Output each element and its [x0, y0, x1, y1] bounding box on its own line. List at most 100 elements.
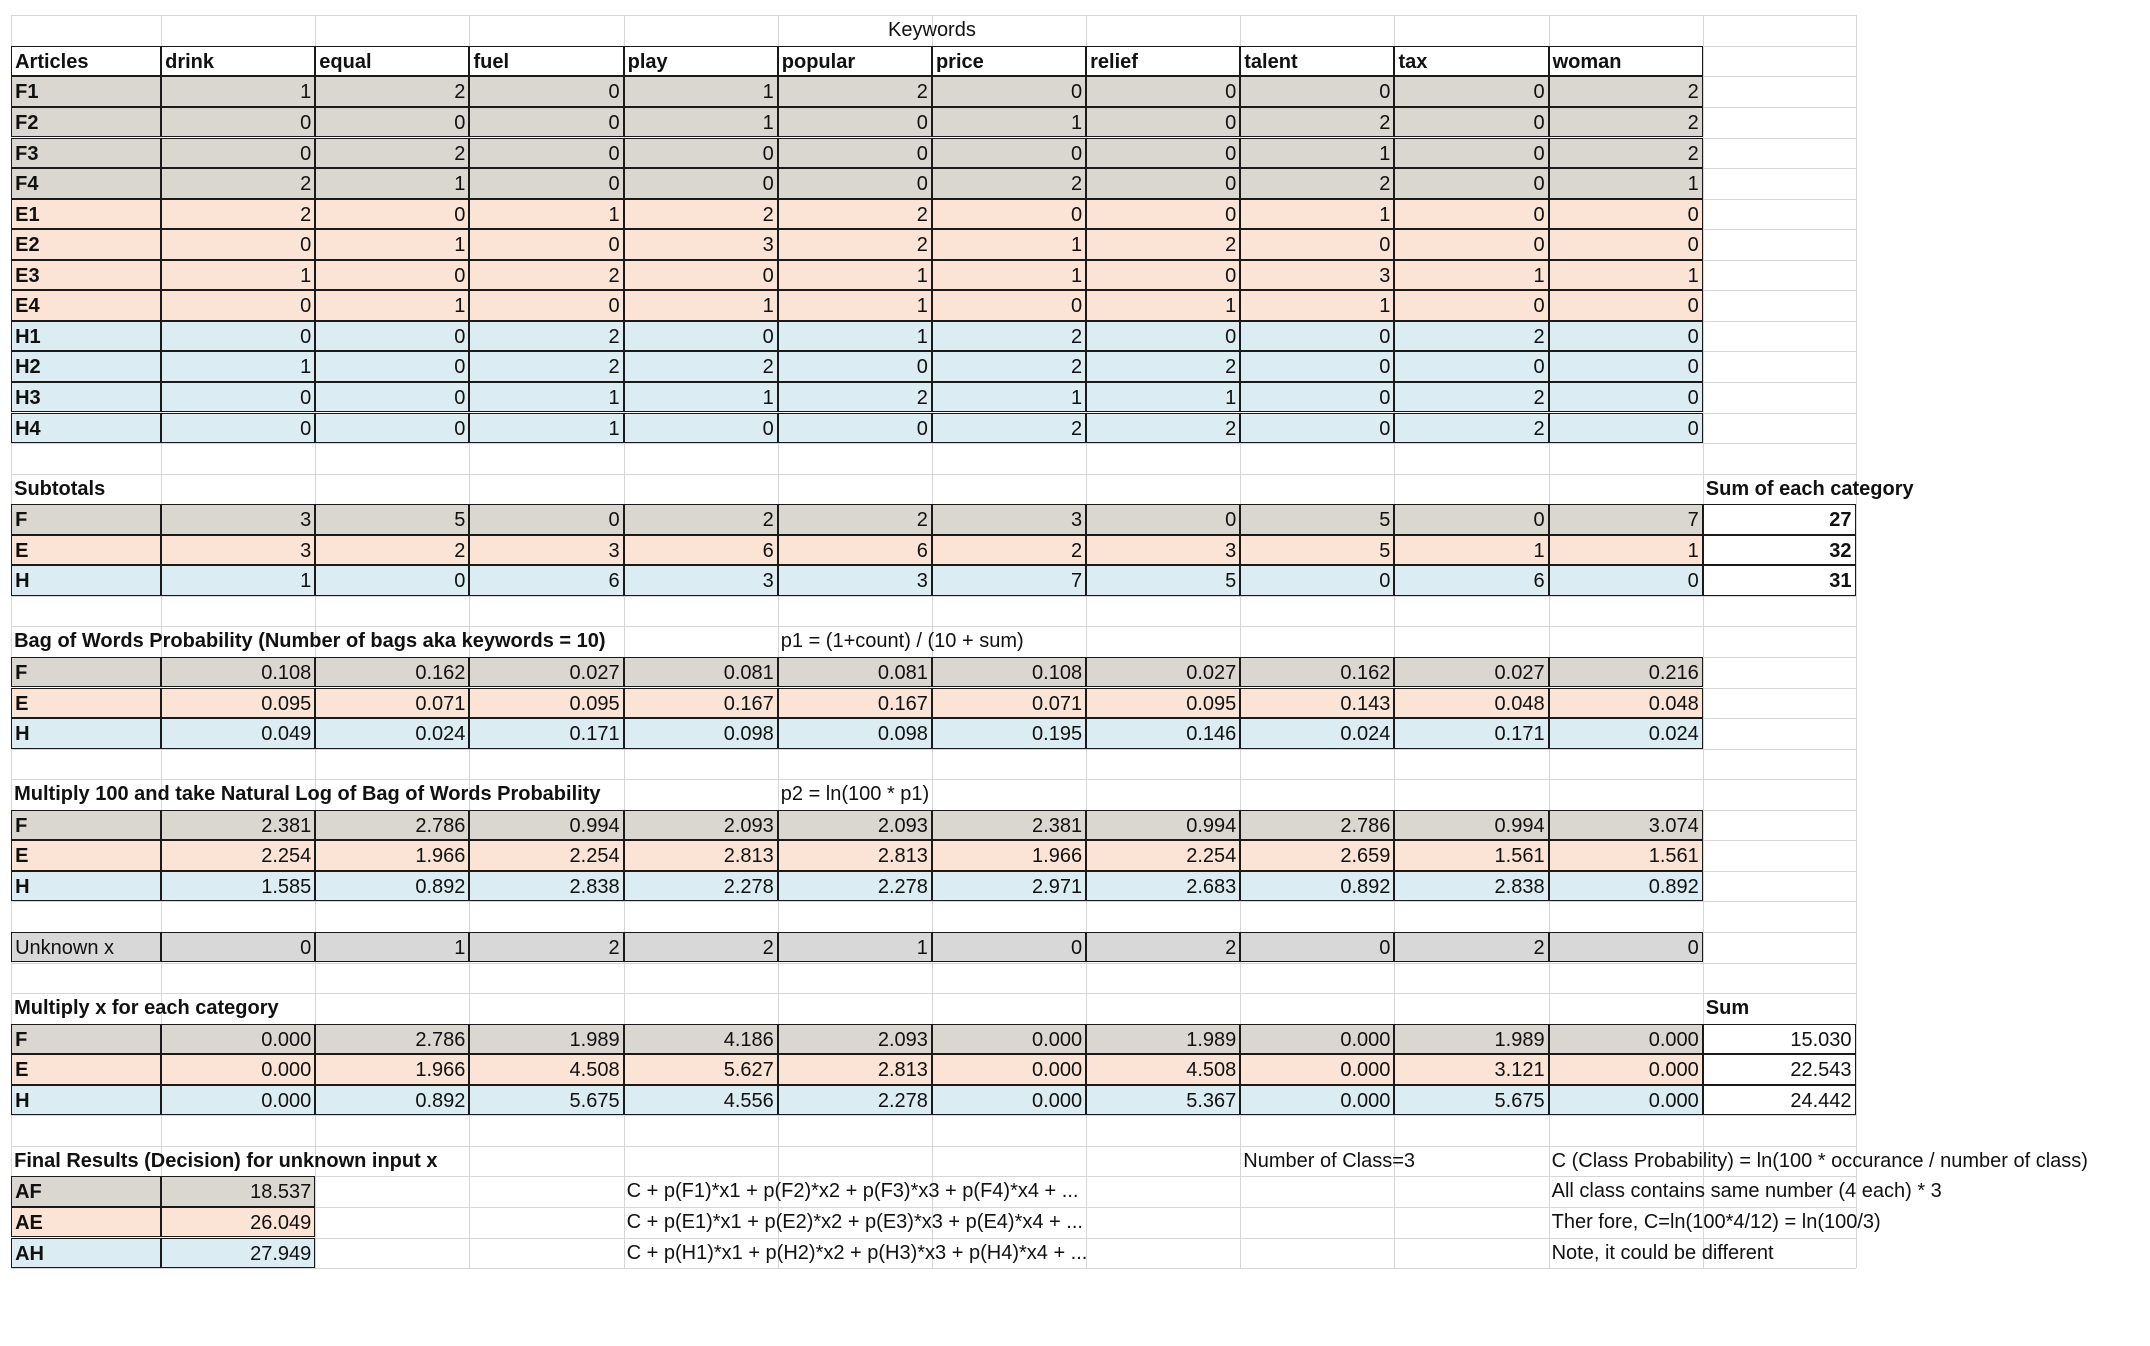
mult-F-price[interactable]: 0.000 [931, 1023, 1087, 1055]
article-H4-relief[interactable]: 2 [1086, 412, 1241, 444]
article-F3-popular[interactable]: 0 [777, 137, 932, 169]
article-E4-popular[interactable]: 1 [777, 290, 932, 321]
mult-E-relief[interactable]: 4.508 [1086, 1054, 1241, 1085]
article-E1-tax[interactable]: 0 [1394, 198, 1549, 230]
subtotal-E-equal[interactable]: 2 [315, 534, 470, 566]
bow-F-drink[interactable]: 0.108 [161, 656, 316, 688]
bow-F-equal[interactable]: 0.162 [315, 656, 470, 688]
article-H1-woman[interactable]: 0 [1548, 320, 1703, 352]
unknown-x-label[interactable]: Unknown x [11, 931, 162, 963]
ln-F-talent[interactable]: 2.786 [1240, 809, 1395, 841]
article-E1-woman[interactable]: 0 [1548, 198, 1703, 230]
article-H3-woman[interactable]: 0 [1548, 381, 1703, 413]
article-F3-price[interactable]: 0 [931, 137, 1087, 169]
keyword-header-equal[interactable]: equal [315, 45, 470, 77]
unknown-x-relief[interactable]: 2 [1086, 931, 1241, 963]
ln-E-price[interactable]: 1.966 [931, 840, 1087, 871]
article-E1-drink[interactable]: 2 [161, 198, 316, 230]
article-H4-equal[interactable]: 0 [315, 412, 470, 444]
bow-formula[interactable]: p1 = (1+count) / (10 + sum) [780, 630, 1024, 653]
subtotal-label-E[interactable]: E [11, 534, 162, 566]
article-H2-relief[interactable]: 2 [1086, 351, 1241, 382]
ln-H-price[interactable]: 2.971 [931, 870, 1087, 902]
article-E2-relief[interactable]: 2 [1086, 229, 1241, 260]
subtotal-E-price[interactable]: 2 [931, 534, 1087, 566]
bow-E-talent[interactable]: 0.143 [1240, 687, 1395, 719]
article-E2-play[interactable]: 3 [623, 229, 778, 260]
article-label-F2[interactable]: F2 [11, 106, 162, 138]
article-F2-drink[interactable]: 0 [161, 106, 316, 138]
mult-H-drink[interactable]: 0.000 [161, 1084, 316, 1116]
article-E1-price[interactable]: 0 [931, 198, 1087, 230]
article-H2-popular[interactable]: 0 [777, 351, 932, 382]
subtotal-E-tax[interactable]: 1 [1394, 534, 1549, 566]
bow-E-woman[interactable]: 0.048 [1548, 687, 1703, 719]
bow-label-H[interactable]: H [11, 718, 162, 749]
mult-H-talent[interactable]: 0.000 [1240, 1084, 1395, 1116]
bow-H-talent[interactable]: 0.024 [1240, 718, 1395, 749]
article-E2-popular[interactable]: 2 [777, 229, 932, 260]
ln-F-drink[interactable]: 2.381 [161, 809, 316, 841]
article-E1-fuel[interactable]: 1 [469, 198, 624, 230]
mult-sum-label[interactable]: Sum [1705, 997, 1750, 1020]
article-E3-talent[interactable]: 3 [1240, 259, 1395, 291]
mult-label-H[interactable]: H [11, 1084, 162, 1116]
article-F4-drink[interactable]: 2 [161, 168, 316, 199]
article-H2-talent[interactable]: 0 [1240, 351, 1395, 382]
articles-header[interactable]: Articles [11, 45, 162, 77]
ln-E-relief[interactable]: 2.254 [1086, 840, 1241, 871]
article-label-E1[interactable]: E1 [11, 198, 162, 230]
subtotal-F-play[interactable]: 2 [623, 504, 778, 535]
subtotal-H-equal[interactable]: 0 [315, 565, 470, 596]
ln-F-woman[interactable]: 3.074 [1548, 809, 1703, 841]
unknown-x-woman[interactable]: 0 [1548, 931, 1703, 963]
bow-E-equal[interactable]: 0.071 [315, 687, 470, 719]
bow-F-popular[interactable]: 0.081 [777, 656, 932, 688]
article-label-E3[interactable]: E3 [11, 259, 162, 291]
bow-F-relief[interactable]: 0.027 [1086, 656, 1241, 688]
bow-E-price[interactable]: 0.071 [931, 687, 1087, 719]
article-label-H4[interactable]: H4 [11, 412, 162, 444]
subtotal-H-drink[interactable]: 1 [161, 565, 316, 596]
ln-H-equal[interactable]: 0.892 [315, 870, 470, 902]
ln-E-fuel[interactable]: 2.254 [469, 840, 624, 871]
subtotal-F-tax[interactable]: 0 [1394, 504, 1549, 535]
bow-F-price[interactable]: 0.108 [931, 656, 1087, 688]
article-F1-price[interactable]: 0 [931, 76, 1087, 107]
subtotal-label-F[interactable]: F [11, 504, 162, 535]
unknown-x-play[interactable]: 2 [623, 931, 778, 963]
subtotal-E-talent[interactable]: 5 [1240, 534, 1395, 566]
mult-F-woman[interactable]: 0.000 [1548, 1023, 1703, 1055]
bow-E-fuel[interactable]: 0.095 [469, 687, 624, 719]
article-H3-tax[interactable]: 2 [1394, 381, 1549, 413]
mult-sum-F[interactable]: 15.030 [1702, 1023, 1856, 1055]
article-H3-relief[interactable]: 1 [1086, 381, 1241, 413]
article-H3-drink[interactable]: 0 [161, 381, 316, 413]
article-E1-equal[interactable]: 0 [315, 198, 470, 230]
mult-F-popular[interactable]: 2.093 [777, 1023, 932, 1055]
bow-H-woman[interactable]: 0.024 [1548, 718, 1703, 749]
bow-label-F[interactable]: F [11, 656, 162, 688]
bow-F-play[interactable]: 0.081 [623, 656, 778, 688]
mult-F-equal[interactable]: 2.786 [315, 1023, 470, 1055]
ln-E-woman[interactable]: 1.561 [1548, 840, 1703, 871]
mult-H-play[interactable]: 4.556 [623, 1084, 778, 1116]
article-F4-talent[interactable]: 2 [1240, 168, 1395, 199]
unknown-x-price[interactable]: 0 [931, 931, 1087, 963]
article-H3-popular[interactable]: 2 [777, 381, 932, 413]
article-E3-fuel[interactable]: 2 [469, 259, 624, 291]
mult-H-price[interactable]: 0.000 [931, 1084, 1087, 1116]
subtotal-sum-E[interactable]: 32 [1702, 534, 1856, 566]
subtotal-H-tax[interactable]: 6 [1394, 565, 1549, 596]
mult-F-relief[interactable]: 1.989 [1086, 1023, 1241, 1055]
final-value-AE[interactable]: 26.049 [161, 1206, 316, 1238]
article-H4-talent[interactable]: 0 [1240, 412, 1395, 444]
subtotal-H-fuel[interactable]: 6 [469, 565, 624, 596]
ln-formula[interactable]: p2 = ln(100 * p1) [780, 783, 930, 806]
article-F1-talent[interactable]: 0 [1240, 76, 1395, 107]
ln-E-play[interactable]: 2.813 [623, 840, 778, 871]
subtotal-sum-F[interactable]: 27 [1702, 504, 1856, 535]
final-formula-AF[interactable]: C + p(F1)*x1 + p(F2)*x2 + p(F3)*x3 + p(F… [626, 1180, 1079, 1203]
article-E3-play[interactable]: 0 [623, 259, 778, 291]
article-E4-woman[interactable]: 0 [1548, 290, 1703, 321]
